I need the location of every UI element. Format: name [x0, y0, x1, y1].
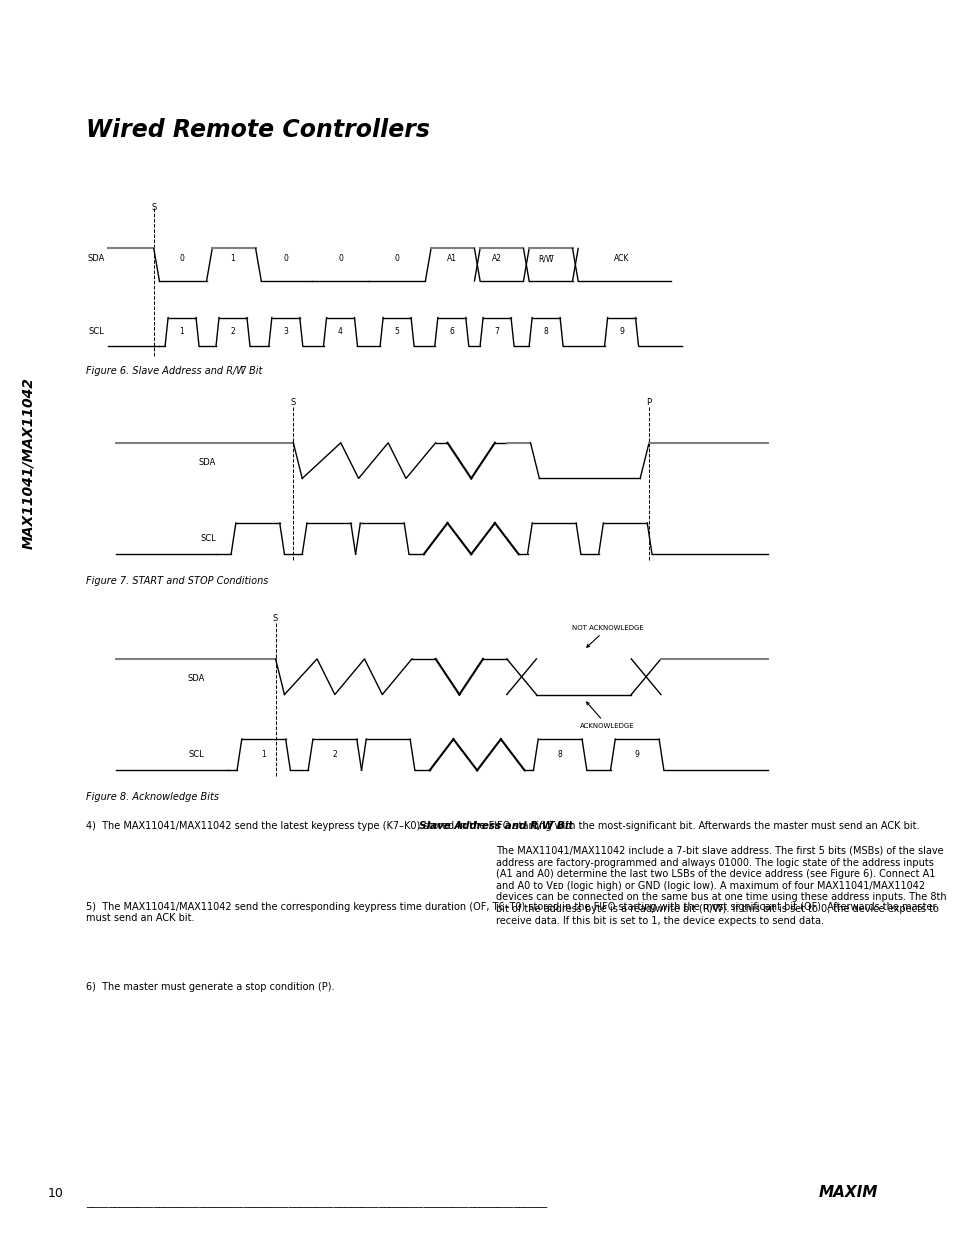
Text: Figure 6. Slave Address and R/W̅ Bit: Figure 6. Slave Address and R/W̅ Bit	[86, 367, 262, 377]
Text: SDA: SDA	[199, 458, 216, 467]
Text: SDA: SDA	[187, 674, 204, 683]
Text: 9: 9	[634, 750, 639, 760]
Text: 3: 3	[283, 327, 288, 336]
Text: 8: 8	[558, 750, 562, 760]
Text: SCL: SCL	[89, 327, 105, 336]
Text: 1: 1	[261, 750, 266, 760]
Text: 9: 9	[618, 327, 623, 336]
Text: SCL: SCL	[200, 534, 216, 543]
Text: Figure 8. Acknowledge Bits: Figure 8. Acknowledge Bits	[86, 793, 218, 803]
Text: 5)  The MAX11041/MAX11042 send the corresponding keypress time duration (OF, T6–: 5) The MAX11041/MAX11042 send the corres…	[86, 902, 936, 923]
Text: A1: A1	[446, 254, 456, 263]
Text: 2: 2	[231, 327, 235, 336]
Text: 7: 7	[494, 327, 499, 336]
Text: MAX11041/MAX11042: MAX11041/MAX11042	[22, 377, 35, 550]
Text: ACKNOWLEDGE: ACKNOWLEDGE	[579, 701, 634, 729]
Text: S: S	[291, 398, 295, 406]
Text: SCL: SCL	[189, 750, 204, 760]
Text: 10: 10	[48, 1187, 64, 1200]
Text: 5: 5	[395, 327, 399, 336]
Text: P: P	[646, 398, 651, 406]
Text: 1: 1	[179, 327, 184, 336]
Text: Wired Remote Controllers: Wired Remote Controllers	[86, 119, 430, 142]
Text: S: S	[273, 614, 278, 622]
Text: 8: 8	[543, 327, 548, 336]
Text: MAXIM: MAXIM	[818, 1186, 877, 1200]
Text: 0: 0	[283, 254, 288, 263]
Text: A2: A2	[492, 254, 501, 263]
Text: R/W̅: R/W̅	[537, 254, 554, 263]
Text: NOT ACKNOWLEDGE: NOT ACKNOWLEDGE	[571, 625, 642, 647]
Text: 4: 4	[337, 327, 342, 336]
Text: SDA: SDA	[88, 254, 105, 263]
Text: The MAX11041/MAX11042 include a 7-bit slave address. The first 5 bits (MSBs) of : The MAX11041/MAX11042 include a 7-bit sl…	[496, 846, 945, 925]
Text: 0: 0	[337, 254, 342, 263]
Text: 6)  The master must generate a stop condition (P).: 6) The master must generate a stop condi…	[86, 982, 334, 992]
Text: Figure 7. START and STOP Conditions: Figure 7. START and STOP Conditions	[86, 577, 268, 587]
Text: 0: 0	[179, 254, 184, 263]
Text: 4)  The MAX11041/MAX11042 send the latest keypress type (K7–K0) stored in the FI: 4) The MAX11041/MAX11042 send the latest…	[86, 821, 919, 831]
Text: 0: 0	[395, 254, 399, 263]
Text: Slave Address and R/W̅ Bit: Slave Address and R/W̅ Bit	[418, 821, 573, 831]
Text: 1: 1	[231, 254, 235, 263]
Text: 2: 2	[333, 750, 336, 760]
Text: S: S	[151, 203, 156, 211]
Text: ________________________________________________________________________________: ________________________________________…	[86, 1198, 546, 1208]
Text: 6: 6	[449, 327, 454, 336]
Text: ACK: ACK	[613, 254, 629, 263]
